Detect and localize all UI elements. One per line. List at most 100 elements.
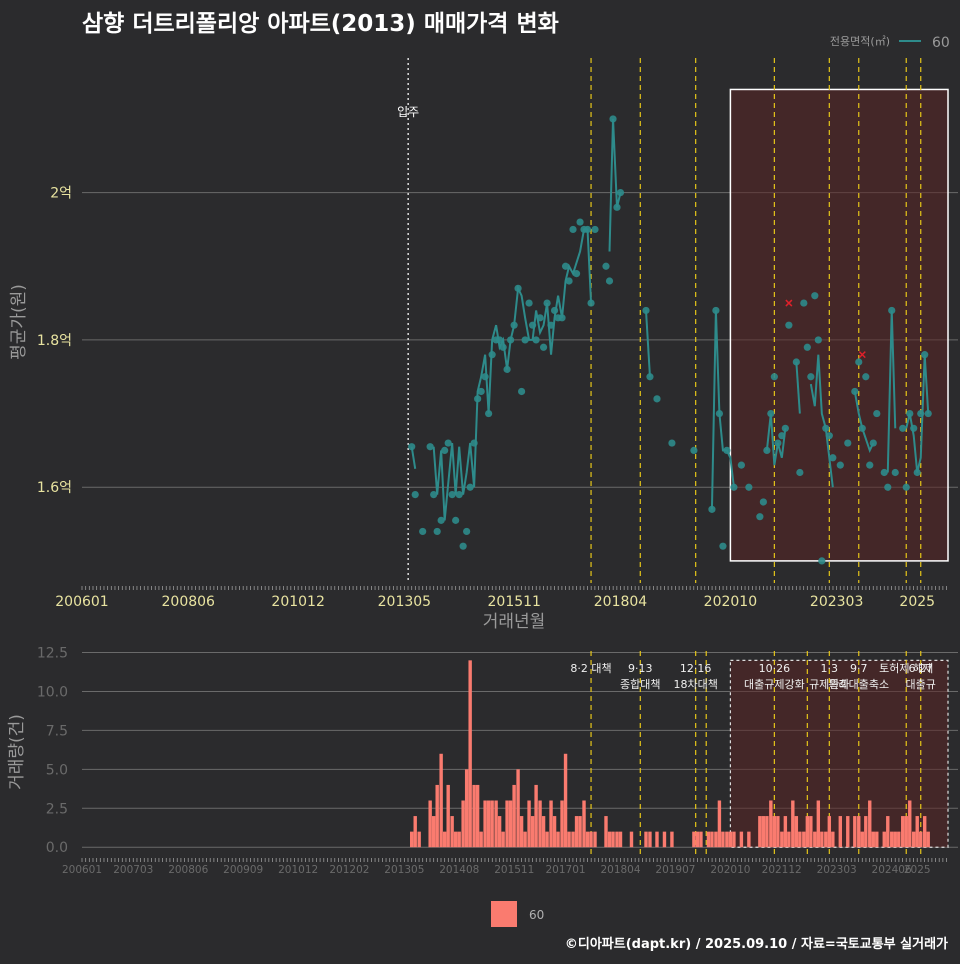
volume-bar xyxy=(464,769,469,848)
volume-bar xyxy=(816,800,821,848)
price-point xyxy=(913,468,921,477)
price-point xyxy=(609,115,617,123)
volume-x-tick-label: 201907 xyxy=(655,864,695,876)
price-point xyxy=(565,277,573,285)
volume-y-tick-label: 12.5 xyxy=(37,646,68,662)
volume-bar xyxy=(915,816,919,848)
volume-bar xyxy=(611,831,615,848)
price-point xyxy=(785,321,793,329)
price-point xyxy=(719,542,727,550)
volume-bar xyxy=(413,816,417,848)
price-point xyxy=(485,409,493,418)
volume-bar xyxy=(692,831,696,848)
price-point xyxy=(441,446,449,455)
price-point xyxy=(510,321,518,329)
move-in-label: 입주 xyxy=(397,105,419,119)
price-point xyxy=(605,277,614,285)
volume-bar xyxy=(662,831,667,848)
volume-bar xyxy=(813,831,817,848)
volume-x-tick-label: 201408 xyxy=(439,864,479,876)
volume-x-tick-label: 202303 xyxy=(817,864,857,876)
volume-bar xyxy=(732,831,736,848)
volume-bar xyxy=(838,816,842,848)
volume-bar xyxy=(486,800,491,848)
price-point xyxy=(924,409,932,418)
price-point xyxy=(448,491,456,499)
volume-x-tick-label: 202112 xyxy=(762,864,802,876)
volume-y-tick-label: 10.0 xyxy=(37,684,68,700)
volume-bar xyxy=(860,831,864,848)
highlight-box xyxy=(729,88,949,562)
price-point xyxy=(844,439,852,447)
volume-bar xyxy=(780,831,784,848)
price-line-segment xyxy=(645,310,651,377)
price-point xyxy=(811,292,819,300)
price-point xyxy=(514,284,522,292)
price-point xyxy=(818,557,826,565)
x-tick-label: 200601 xyxy=(55,594,108,610)
x-tick-label: 201511 xyxy=(488,594,541,610)
volume-bar xyxy=(589,831,593,848)
price-point xyxy=(477,387,485,396)
volume-bar xyxy=(710,831,714,848)
volume-bar xyxy=(857,816,861,848)
volume-bar xyxy=(545,831,549,848)
price-point xyxy=(646,373,654,381)
volume-bar xyxy=(908,800,912,848)
price-point xyxy=(561,262,570,270)
volume-x-tick-label: 201202 xyxy=(329,864,369,876)
volume-bar xyxy=(428,800,432,848)
volume-bar xyxy=(926,831,930,848)
volume-bar xyxy=(695,831,700,848)
volume-bar xyxy=(560,800,564,848)
price-point xyxy=(921,351,929,359)
volume-bar xyxy=(446,784,450,848)
price-point xyxy=(455,491,463,499)
volume-bar xyxy=(431,816,436,848)
price-point xyxy=(587,299,595,307)
volume-bar xyxy=(820,831,824,848)
volume-y-axis-title: 거래량(건) xyxy=(7,714,27,790)
volume-bar xyxy=(714,831,718,848)
volume-bar xyxy=(904,816,908,848)
volume-bar xyxy=(468,660,472,848)
x-tick-label: 2025 xyxy=(899,594,935,610)
volume-bar xyxy=(563,753,568,848)
price-line-segment xyxy=(410,446,417,469)
volume-bar xyxy=(776,816,780,848)
price-point xyxy=(737,461,745,469)
price-point xyxy=(829,454,837,462)
legend-title: 전용면적(㎡) xyxy=(830,35,890,48)
volume-bar xyxy=(787,831,791,848)
policy-label: 대출규제강화 xyxy=(744,678,805,691)
price-point xyxy=(411,491,419,499)
volume-bar xyxy=(538,800,542,848)
volume-bar xyxy=(516,769,520,848)
volume-bar xyxy=(527,800,531,848)
volume-bar xyxy=(512,784,516,848)
volume-bar xyxy=(772,816,777,848)
x-tick-label: 200806 xyxy=(162,594,216,610)
x-tick-label: 201804 xyxy=(594,594,648,610)
price-point xyxy=(796,468,804,477)
volume-bar xyxy=(871,831,875,848)
outlier-marker xyxy=(858,351,866,359)
volume-bar xyxy=(644,831,648,848)
price-point xyxy=(558,314,566,322)
volume-bar xyxy=(439,753,443,848)
price-point xyxy=(807,373,815,381)
volume-bar xyxy=(809,816,813,848)
volume-x-tick-label: 202010 xyxy=(710,864,750,876)
price-point xyxy=(730,483,738,491)
volume-x-tick-label: 201012 xyxy=(278,864,318,876)
policy-label: 6·27 xyxy=(908,662,933,675)
price-point xyxy=(899,424,907,432)
price-point xyxy=(496,336,504,344)
price-point xyxy=(528,321,537,329)
volume-bar xyxy=(758,816,762,848)
volume-bar xyxy=(442,831,447,848)
price-point xyxy=(419,527,427,536)
volume-bar xyxy=(868,800,872,848)
price-point xyxy=(866,461,874,469)
volume-bar xyxy=(519,816,524,848)
